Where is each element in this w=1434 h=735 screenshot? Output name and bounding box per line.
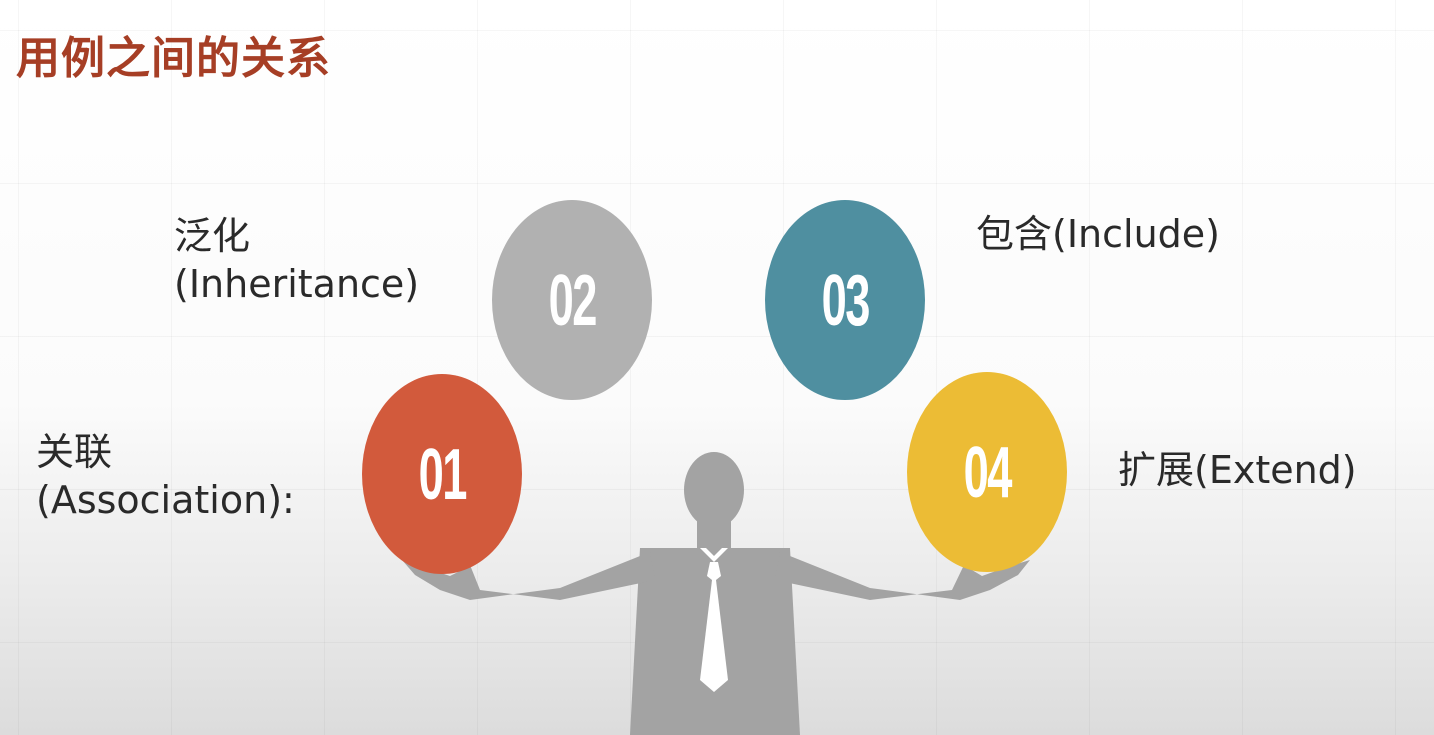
- label-extend-text: 扩展(Extend): [1118, 448, 1357, 492]
- circle-01: 01: [362, 374, 522, 574]
- circle-number-02: 02: [548, 259, 597, 341]
- label-association-cn: 关联: [36, 430, 113, 474]
- circle-number-04: 04: [963, 431, 1012, 513]
- label-inheritance: 泛化 (Inheritance): [174, 212, 419, 308]
- circle-number-01: 01: [418, 433, 467, 515]
- circle-02: 02: [492, 200, 652, 400]
- circle-number-03: 03: [821, 259, 870, 341]
- label-include: 包含(Include): [976, 210, 1220, 258]
- label-extend: 扩展(Extend): [1118, 446, 1357, 494]
- circle-04: 04: [907, 372, 1067, 572]
- slide-title: 用例之间的关系: [16, 33, 331, 84]
- label-inheritance-en: (Inheritance): [174, 262, 420, 306]
- label-inheritance-cn: 泛化: [174, 214, 251, 258]
- label-association-en: (Association):: [36, 478, 295, 522]
- label-association: 关联 (Association):: [36, 428, 295, 524]
- label-include-text: 包含(Include): [976, 212, 1220, 256]
- circle-03: 03: [765, 200, 925, 400]
